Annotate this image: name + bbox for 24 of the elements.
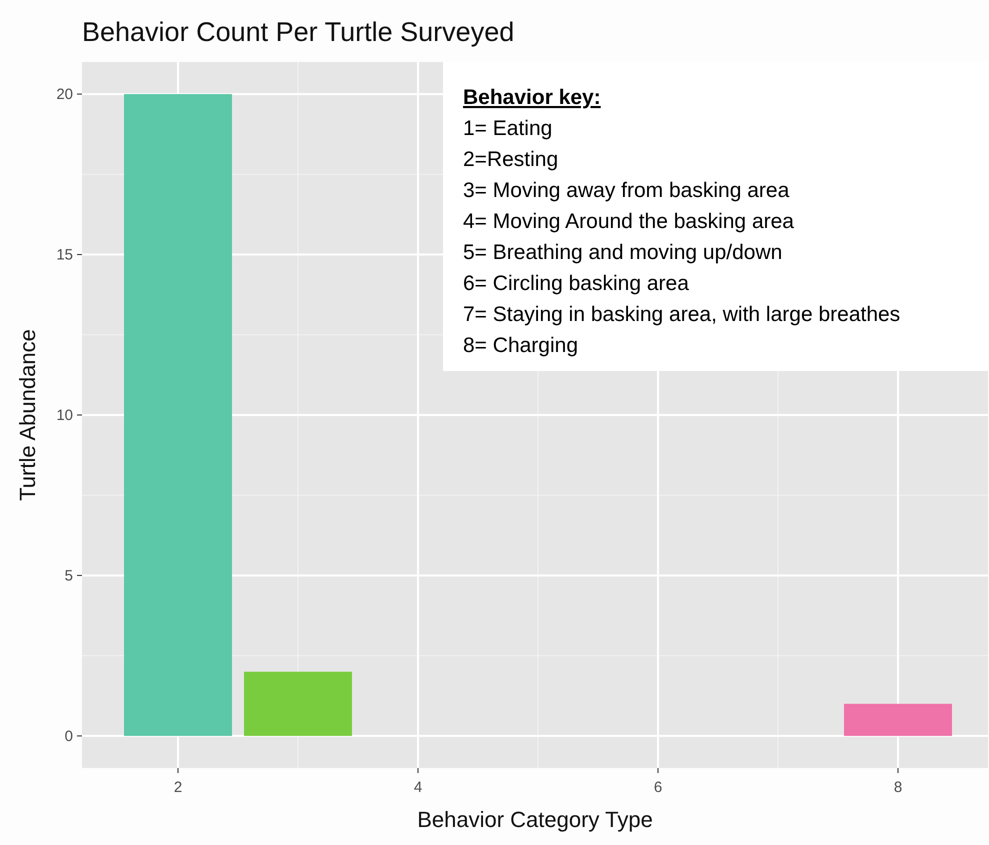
annotation: 6= Circling basking area [463,272,690,295]
annotation: 7= Staying in basking area, with large breathes [463,303,900,326]
y-tick-label: 0 [64,728,73,745]
y-tick-label: 10 [56,407,73,424]
y-tick-label: 5 [64,567,73,584]
x-tick-label: 8 [894,779,902,796]
bar [244,672,352,736]
bar [124,94,232,736]
x-tick-label: 6 [654,779,662,796]
annotation: Behavior key: [463,86,601,109]
chart-title: Behavior Count Per Turtle Surveyed [82,17,514,47]
annotation: 1= Eating [463,117,552,140]
annotation: 4= Moving Around the basking area [463,210,794,233]
y-axis-title: Turtle Abundance [15,329,40,501]
annotation: 3= Moving away from basking area [463,179,790,202]
y-tick-label: 15 [56,246,73,264]
annotation: 5= Breathing and moving up/down [463,241,782,264]
x-tick-label: 2 [174,779,182,796]
x-axis-title: Behavior Category Type [417,807,653,832]
bar [844,704,952,736]
x-tick-label: 4 [414,779,422,796]
y-tick-label: 20 [56,86,73,104]
annotation: 8= Charging [463,334,578,357]
annotation: 2=Resting [463,148,558,171]
